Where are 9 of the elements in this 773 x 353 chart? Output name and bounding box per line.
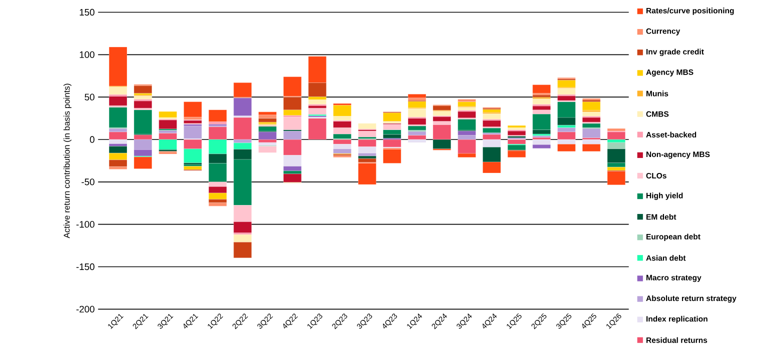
y-tick-label: -100: [76, 221, 94, 228]
y-tick-label: 100: [80, 52, 94, 58]
y-tick-label: 0: [90, 136, 94, 144]
y-tick-label: -200: [76, 306, 94, 313]
y-tick-label: -150: [76, 264, 94, 270]
y-tick-label: 150: [80, 9, 94, 16]
y-tick-label: 50: [84, 94, 94, 101]
y-tick-label: -50: [82, 178, 94, 186]
y-axis-title: Active return contribution (in basis points): [64, 84, 72, 238]
